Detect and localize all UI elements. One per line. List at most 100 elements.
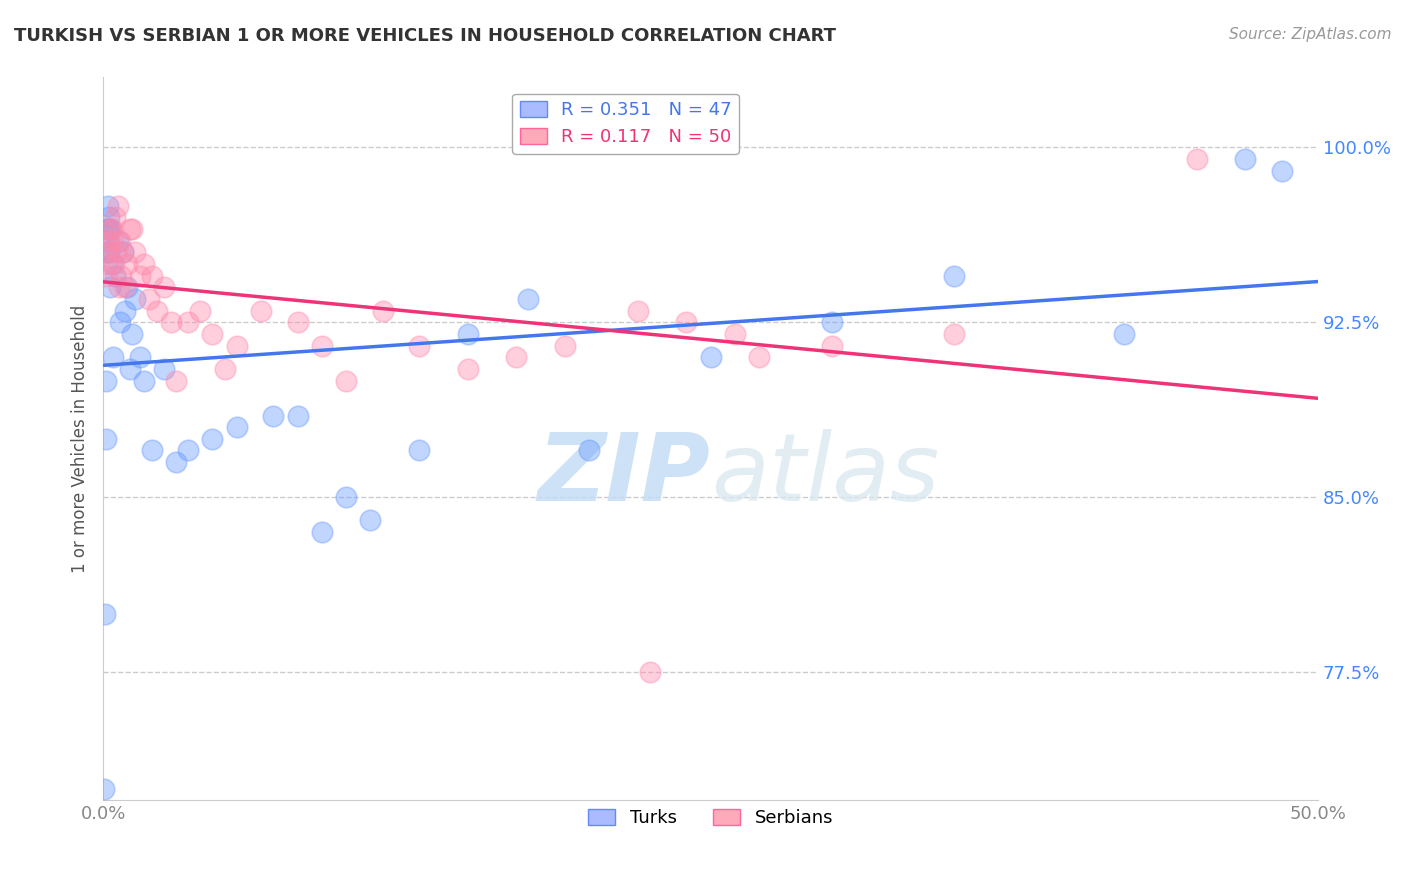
- Point: [96, 234, 118, 248]
- Point: [118, 222, 141, 236]
- Point: [201, 432, 224, 446]
- Point: [104, 211, 127, 225]
- Point: [134, 374, 156, 388]
- Point: [408, 443, 430, 458]
- Point: [97, 222, 120, 236]
- Point: [1112, 326, 1135, 341]
- Point: [98, 211, 121, 225]
- Point: [457, 362, 479, 376]
- Point: [128, 268, 150, 283]
- Point: [505, 350, 527, 364]
- Point: [114, 303, 136, 318]
- Point: [100, 280, 122, 294]
- Point: [134, 257, 156, 271]
- Point: [141, 443, 163, 458]
- Point: [117, 257, 139, 271]
- Point: [121, 222, 143, 236]
- Point: [101, 350, 124, 364]
- Point: [153, 362, 176, 376]
- Point: [101, 234, 124, 248]
- Point: [128, 350, 150, 364]
- Point: [100, 257, 122, 271]
- Point: [94, 374, 117, 388]
- Point: [638, 665, 661, 679]
- Point: [105, 245, 128, 260]
- Point: [408, 338, 430, 352]
- Point: [153, 280, 176, 294]
- Point: [201, 326, 224, 341]
- Point: [141, 268, 163, 283]
- Point: [371, 303, 394, 318]
- Point: [111, 245, 134, 260]
- Point: [107, 199, 129, 213]
- Text: Source: ZipAtlas.com: Source: ZipAtlas.com: [1229, 27, 1392, 42]
- Point: [457, 326, 479, 341]
- Point: [124, 292, 146, 306]
- Point: [627, 303, 650, 318]
- Point: [517, 292, 540, 306]
- Point: [177, 315, 200, 329]
- Point: [97, 245, 120, 260]
- Point: [1234, 152, 1257, 166]
- Point: [100, 222, 122, 236]
- Point: [225, 338, 247, 352]
- Point: [335, 374, 357, 388]
- Point: [103, 257, 125, 271]
- Point: [359, 513, 381, 527]
- Point: [165, 374, 187, 388]
- Point: [98, 245, 121, 260]
- Point: [98, 234, 121, 248]
- Point: [111, 245, 134, 260]
- Text: ZIP: ZIP: [537, 429, 710, 521]
- Text: atlas: atlas: [710, 429, 939, 520]
- Point: [108, 234, 131, 248]
- Point: [287, 315, 309, 329]
- Point: [311, 338, 333, 352]
- Point: [675, 315, 697, 329]
- Point: [138, 292, 160, 306]
- Point: [335, 490, 357, 504]
- Point: [1185, 152, 1208, 166]
- Text: TURKISH VS SERBIAN 1 OR MORE VEHICLES IN HOUSEHOLD CORRELATION CHART: TURKISH VS SERBIAN 1 OR MORE VEHICLES IN…: [14, 27, 837, 45]
- Point: [724, 326, 747, 341]
- Point: [121, 326, 143, 341]
- Point: [118, 362, 141, 376]
- Point: [94, 607, 117, 621]
- Point: [311, 525, 333, 540]
- Point: [699, 350, 721, 364]
- Point: [96, 245, 118, 260]
- Point: [1271, 163, 1294, 178]
- Point: [94, 268, 117, 283]
- Point: [942, 268, 965, 283]
- Point: [100, 222, 122, 236]
- Point: [821, 315, 844, 329]
- Point: [108, 280, 131, 294]
- Point: [96, 257, 118, 271]
- Point: [93, 781, 115, 796]
- Point: [287, 409, 309, 423]
- Point: [214, 362, 236, 376]
- Point: [578, 443, 600, 458]
- Point: [554, 338, 576, 352]
- Point: [262, 409, 284, 423]
- Point: [250, 303, 273, 318]
- Point: [117, 280, 139, 294]
- Point: [145, 303, 167, 318]
- Point: [188, 303, 211, 318]
- Y-axis label: 1 or more Vehicles in Household: 1 or more Vehicles in Household: [72, 305, 89, 573]
- Point: [225, 420, 247, 434]
- Legend: Turks, Serbians: Turks, Serbians: [581, 802, 841, 835]
- Point: [748, 350, 770, 364]
- Point: [942, 326, 965, 341]
- Point: [97, 199, 120, 213]
- Point: [821, 338, 844, 352]
- Point: [114, 280, 136, 294]
- Point: [124, 245, 146, 260]
- Point: [177, 443, 200, 458]
- Point: [96, 222, 118, 236]
- Point: [160, 315, 183, 329]
- Point: [165, 455, 187, 469]
- Point: [100, 222, 122, 236]
- Point: [108, 315, 131, 329]
- Point: [94, 432, 117, 446]
